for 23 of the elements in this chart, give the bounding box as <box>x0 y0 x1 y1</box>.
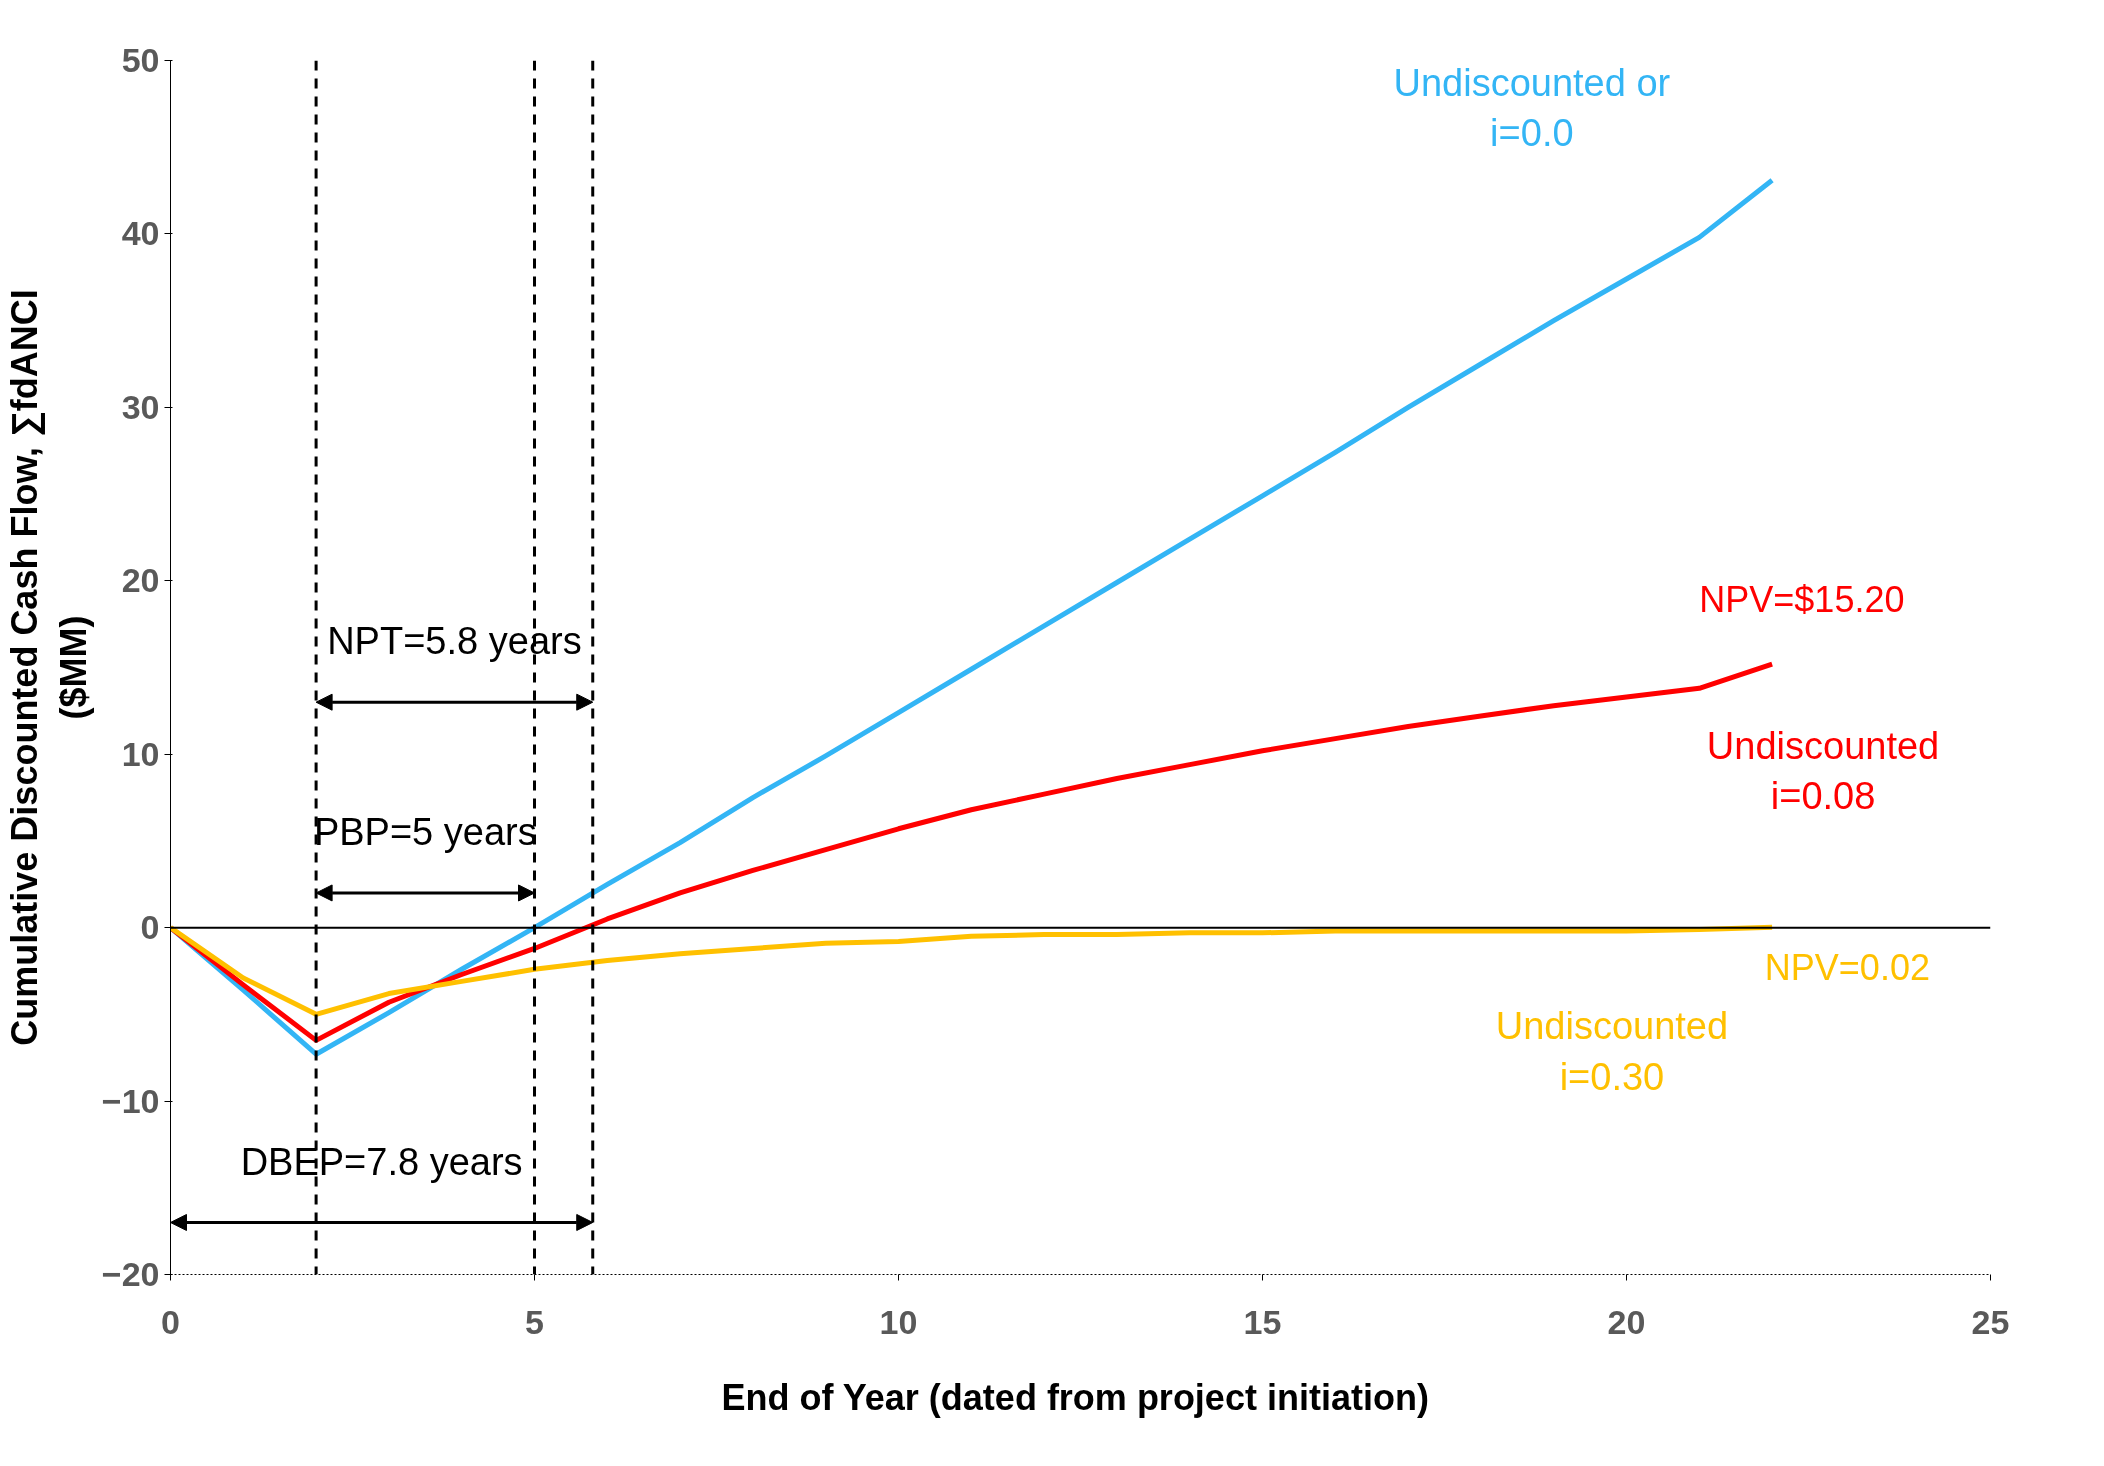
annotation: PBP=5 years <box>313 811 537 854</box>
x-axis-title: End of Year (dated from project initiation) <box>721 1376 1429 1418</box>
x-tick-label: 20 <box>1607 1302 1646 1341</box>
annotation: NPV=$15.20 <box>1699 579 1905 621</box>
y-tick-label: 20 <box>121 561 160 600</box>
y-tick-label: 40 <box>121 214 160 253</box>
y-tick-label: −10 <box>101 1081 160 1120</box>
annotation: NPT=5.8 years <box>327 620 582 663</box>
y-axis-title: Cumulative Discounted Cash Flow, ∑fdANCI ($MM) <box>3 289 94 1046</box>
x-tick-label: 5 <box>525 1302 544 1341</box>
x-tick-label: 15 <box>1243 1302 1282 1341</box>
y-tick-label: 30 <box>121 387 160 426</box>
y-tick-label: 50 <box>121 41 160 79</box>
annotation: DBEP=7.8 years <box>240 1140 523 1183</box>
x-tick-label: 10 <box>879 1302 918 1341</box>
y-tick-label: 0 <box>140 908 160 947</box>
annotation: NPV=0.02 <box>1764 947 1930 989</box>
series-label: Undiscounted i=0.30 <box>1495 1005 1729 1098</box>
x-tick-label: 25 <box>1971 1302 2010 1341</box>
series-label: Undiscounted i=0.08 <box>1706 724 1940 818</box>
text: Undiscounted or i=0.0 <box>1393 61 1671 155</box>
y-tick-label: 10 <box>121 734 160 773</box>
y-tick-label: −20 <box>101 1255 160 1293</box>
